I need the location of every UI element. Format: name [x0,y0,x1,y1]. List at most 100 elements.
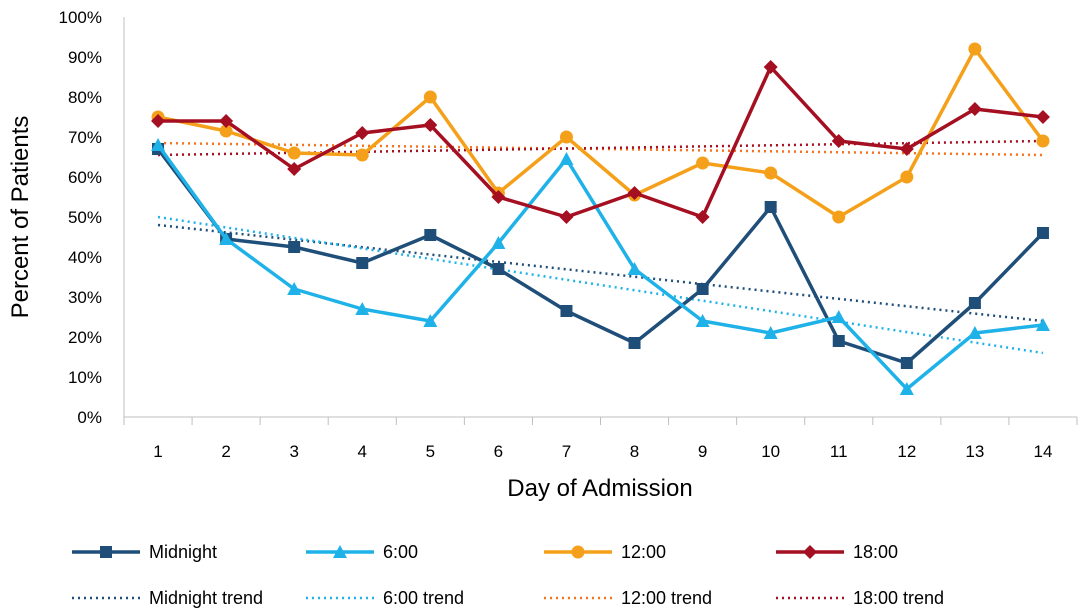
data-point-6-00 [627,262,642,275]
y-tick-labels: 0% 10% 20% 30% 40% 50% 60% 70% 80% 90% 100% [59,8,102,427]
y-tick-label: 0% [77,408,102,427]
data-point-6-00 [559,152,574,165]
data-point-6-00 [355,302,370,315]
y-tick-label: 30% [68,288,102,307]
data-point-6-00 [831,310,846,323]
y-tick-label: 40% [68,248,102,267]
data-point-12-00 [287,146,301,160]
x-tick-label: 13 [965,442,984,461]
series-line-midnight [156,147,1045,365]
x-tick-label: 5 [426,442,435,461]
x-tick-label: 12 [897,442,916,461]
data-point-12-00 [219,124,233,138]
x-tick-labels: 1 2 3 4 5 6 7 8 9 10 11 12 13 14 [123,417,1078,461]
data-point-6-00 [151,138,166,151]
data-point-midnight [832,335,845,347]
y-tick-label: 10% [68,368,102,387]
data-point-18-00 [831,134,846,148]
x-tick-label: 1 [153,442,162,461]
data-point-18-00 [899,142,914,156]
data-point-18-00 [695,210,710,224]
y-tick-label: 90% [68,48,102,67]
y-tick-label: 80% [68,88,102,107]
x-tick-label: 14 [1034,442,1053,461]
data-point-midnight [628,337,641,349]
data-point-6-00 [763,326,778,339]
legend-label-6-00: 6:00 [383,542,418,562]
legend-label-6-00-trend: 6:00 trend [383,588,464,608]
legend-label-12-00-trend: 12:00 trend [621,588,712,608]
data-point-18-00 [763,60,778,74]
x-tick-label: 3 [289,442,298,461]
data-point-6-00 [967,326,982,339]
legend-marker-6-00 [333,545,347,558]
data-point-12-00 [900,170,914,184]
x-tick-label: 11 [830,442,848,461]
trendline-midnight-trend [157,223,1044,323]
legend-label-18-00: 18:00 [853,542,898,562]
x-axis-title: Day of Admission [507,475,692,502]
data-point-midnight [356,257,369,269]
y-tick-label: 100% [59,8,102,27]
data-point-18-00 [151,114,166,128]
data-point-18-00 [559,210,574,224]
data-point-6-00 [287,282,302,295]
data-point-12-00 [423,90,437,104]
data-point-midnight [424,229,437,241]
series-line-12-00 [157,47,1045,219]
series-line-18-00 [158,65,1044,219]
data-point-12-00 [832,210,846,224]
data-point-12-00 [696,156,710,170]
data-point-midnight [560,305,573,317]
data-point-18-00 [627,186,642,200]
data-point-6-00 [219,232,234,245]
data-point-6-00 [491,236,506,249]
data-point-12-00 [764,166,778,180]
legend-marker-12-00 [571,545,585,559]
x-tick-label: 10 [761,442,780,461]
data-point-6-00 [899,382,914,395]
data-point-18-00 [355,126,370,140]
legend-label-midnight-trend: Midnight trend [149,588,263,608]
series-line-6-00 [156,143,1044,391]
legend-label-12-00: 12:00 [621,542,666,562]
y-tick-label: 60% [68,168,102,187]
data-point-12-00 [559,130,573,144]
series-midnight [152,143,1049,369]
x-tick-label: 9 [698,442,707,461]
x-tick-label: 7 [562,442,571,461]
data-point-midnight [764,201,777,213]
x-tick-label: 4 [358,442,367,461]
data-point-6-00 [695,314,710,327]
trendlines [157,139,1044,355]
data-point-midnight [900,357,913,369]
data-point-18-00 [967,102,982,116]
legend-label-midnight: Midnight [149,542,217,562]
data-point-midnight [1036,227,1049,239]
data-point-midnight [968,297,981,309]
legend-marker-18-00 [803,545,817,559]
data-point-6-00 [423,314,438,327]
data-point-midnight [492,263,505,275]
series-6-00 [151,138,1050,395]
data-point-6-00 [1035,318,1050,331]
y-tick-label: 50% [68,208,102,227]
y-axis-title: Percent of Patients [7,116,34,319]
x-tick-label: 2 [221,442,230,461]
data-point-12-00 [355,148,369,162]
data-point-midnight [696,283,709,295]
x-tick-label: 8 [630,442,639,461]
x-tick-label: 6 [494,442,503,461]
data-point-12-00 [968,42,982,56]
data-point-18-00 [1035,110,1050,124]
series-18-00 [151,60,1050,224]
legend-label-18-00-trend: 18:00 trend [853,588,944,608]
legend: Midnight 6:00 12:00 18:00 Midnight trend 6:00… [72,542,944,608]
y-tick-label: 20% [68,328,102,347]
y-tick-label: 70% [68,128,102,147]
data-point-12-00 [1036,134,1050,148]
series-lines [151,42,1050,395]
legend-marker-midnight [100,546,112,558]
data-point-18-00 [219,114,234,128]
